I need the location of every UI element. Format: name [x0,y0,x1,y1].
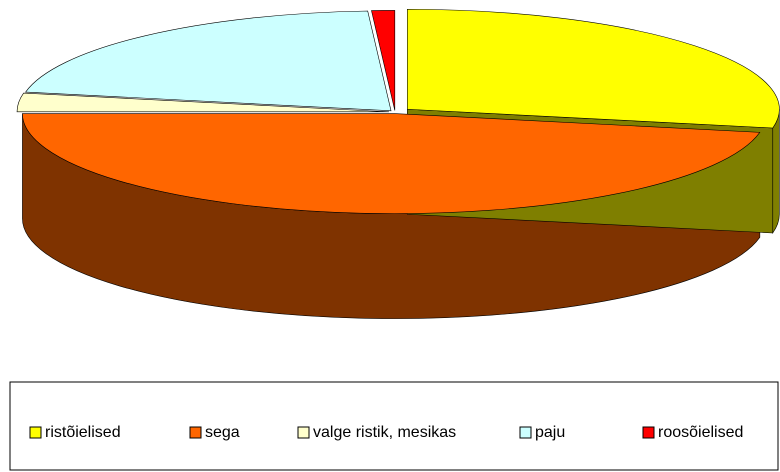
legend-swatch [642,426,655,439]
slice [22,113,761,214]
slice-side [772,109,780,234]
slice [16,92,390,113]
legend-label: sega [205,424,240,441]
legend-swatch [189,426,202,439]
legend-label: roosõielised [658,424,743,441]
legend-label: paju [535,424,565,441]
legend-swatch [519,426,532,439]
legend-swatch [297,426,310,439]
slice [25,10,392,112]
legend-label: valge ristik, mesikas [313,424,456,441]
slice [407,8,780,129]
slice [371,10,396,111]
legend-swatch [29,426,42,439]
legend-label: ristõielised [45,424,121,441]
legend-box [9,381,779,471]
